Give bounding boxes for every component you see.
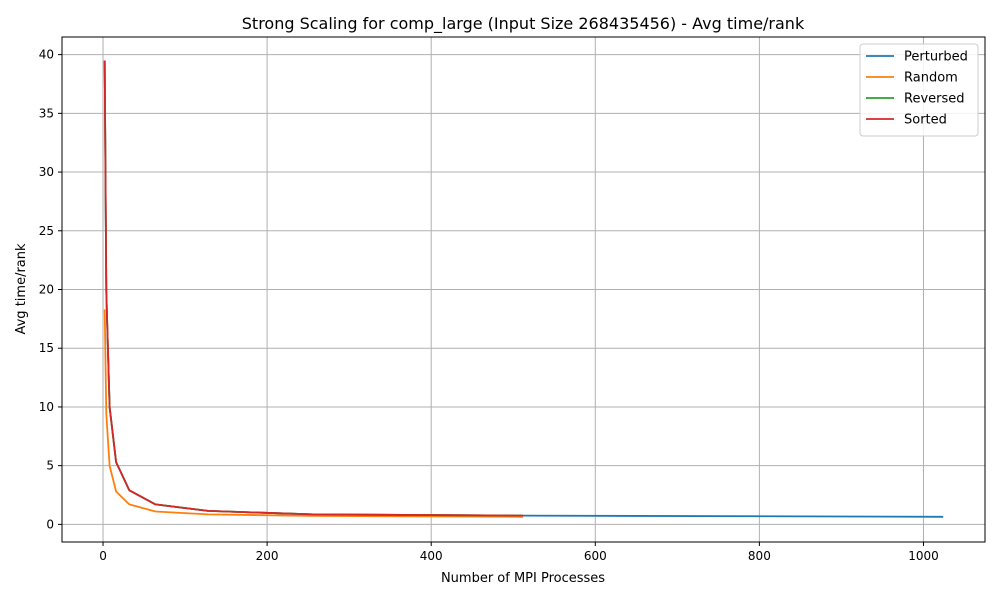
x-tick-label: 1000 xyxy=(908,549,939,563)
x-tick-label: 600 xyxy=(584,549,607,563)
grid xyxy=(62,37,985,542)
y-tick-label: 25 xyxy=(39,224,54,238)
legend-label-reversed: Reversed xyxy=(904,92,965,107)
series-lines xyxy=(103,60,944,518)
legend-label-perturbed: Perturbed xyxy=(904,50,968,65)
series-line-random xyxy=(103,309,524,518)
axis-ticks: 0 200 400 600 800 1000 0 5 10 15 20 25 30 35 40 xyxy=(39,48,939,563)
y-tick-label: 30 xyxy=(39,165,54,179)
x-tick-label: 0 xyxy=(99,549,107,563)
y-tick-label: 10 xyxy=(39,400,54,414)
y-axis-label: Avg time/rank xyxy=(14,243,29,335)
y-tick-label: 20 xyxy=(39,283,54,297)
series-line-perturbed xyxy=(103,60,944,518)
x-tick-label: 200 xyxy=(256,549,279,563)
x-tick-label: 800 xyxy=(748,549,771,563)
series-line-reversed xyxy=(103,60,524,517)
y-tick-label: 40 xyxy=(39,48,54,62)
legend-label-random: Random xyxy=(904,71,958,86)
x-axis-label: Number of MPI Processes xyxy=(441,571,605,586)
x-tick-label: 400 xyxy=(420,549,443,563)
y-tick-label: 5 xyxy=(46,459,54,473)
chart-title: Strong Scaling for comp_large (Input Siz… xyxy=(242,14,805,34)
legend-label-sorted: Sorted xyxy=(904,113,947,128)
legend: Perturbed Random Reversed Sorted xyxy=(859,43,979,137)
legend-box xyxy=(859,43,979,137)
y-tick-label: 35 xyxy=(39,106,54,120)
y-tick-label: 15 xyxy=(39,341,54,355)
series-line-sorted xyxy=(103,60,524,517)
y-tick-label: 0 xyxy=(46,517,54,531)
